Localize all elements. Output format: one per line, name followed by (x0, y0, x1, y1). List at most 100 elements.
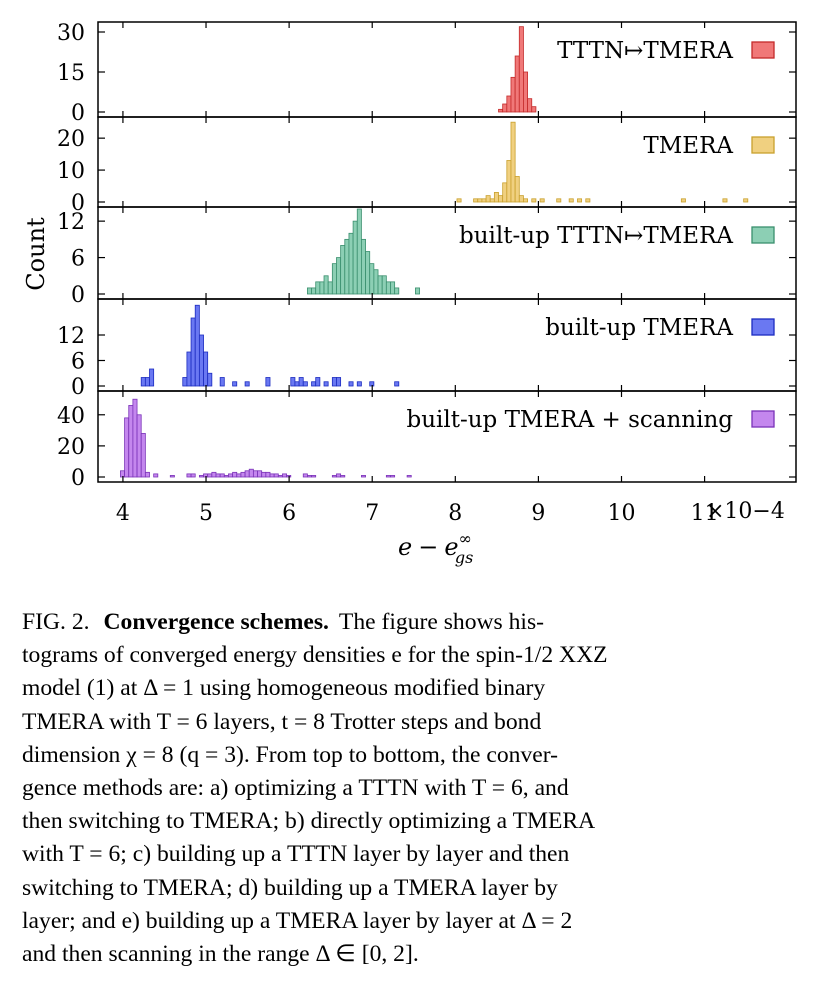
histogram-bar (294, 381, 300, 387)
y-tick-label: 20 (57, 435, 85, 460)
panel-frame (97, 21, 797, 118)
x-axis-multiplier: ×10−4 (706, 499, 785, 524)
histogram-bar (306, 287, 312, 295)
histogram-bar (340, 475, 346, 478)
panel-frame (97, 116, 797, 208)
histogram-bar (361, 475, 366, 478)
histogram-bar (352, 220, 358, 295)
histogram-bar (311, 287, 317, 295)
histogram-bar (348, 232, 354, 295)
caption-line: dimension χ = 8 (q = 3). From top to bot… (22, 741, 558, 768)
histogram-bar (498, 195, 504, 203)
histogram-bar (302, 473, 308, 478)
y-tick-label: 0 (71, 375, 85, 400)
histogram-bar (340, 245, 346, 295)
caption-label: FIG. 2. (22, 609, 90, 635)
histogram-bar (481, 198, 487, 203)
histogram-bar (356, 381, 362, 387)
caption-line: model (1) at Δ = 1 using homogeneous mod… (22, 675, 546, 702)
y-axis-label: Count (22, 217, 50, 291)
histogram-bar (223, 475, 229, 478)
x-tick-label: 5 (199, 501, 213, 526)
y-tick-label: 0 (71, 101, 85, 126)
histogram-bar (390, 475, 396, 478)
histogram-bar (207, 372, 213, 387)
histogram-bar (356, 208, 362, 295)
x-axis-label: e − e∞ gs (398, 529, 473, 567)
histogram-bar (252, 470, 258, 478)
y-tick-label: 10 (57, 159, 85, 184)
caption-title: Convergence schemes. (103, 609, 329, 635)
histogram-bar (485, 195, 491, 203)
histogram-bar (265, 471, 271, 478)
histogram-bar (331, 377, 337, 387)
histogram-bar (323, 275, 329, 295)
histogram-bar (381, 275, 387, 295)
histogram-bar (336, 377, 342, 387)
histogram-bar (269, 473, 275, 478)
x-tick-label: 4 (116, 501, 130, 526)
panel-frame (97, 390, 797, 483)
histogram-bar (244, 470, 250, 478)
histogram-bar (336, 473, 342, 478)
x-tick-label: 8 (448, 501, 462, 526)
histogram-bar (373, 269, 379, 295)
histogram-panel: 0 10 20 TMERA (57, 116, 797, 216)
histogram-bar (514, 176, 520, 203)
histogram-bar (502, 103, 508, 113)
histogram-bar (248, 468, 254, 478)
histogram-bar (415, 287, 420, 295)
histogram-bar (743, 198, 749, 203)
histogram-bar (518, 26, 524, 113)
x-tick-label: 7 (365, 501, 379, 526)
caption-line: layer; and e) building up a TMERA layer … (22, 907, 573, 934)
y-tick-label: 12 (57, 210, 85, 235)
legend-label: TMERA (643, 133, 733, 159)
histogram-bar (198, 475, 204, 478)
histogram-bar (390, 281, 396, 295)
histogram-bar (556, 198, 562, 203)
histogram-bar (385, 475, 391, 478)
histogram-bar (369, 263, 375, 295)
histogram-bar (261, 471, 267, 478)
legend-swatch (751, 410, 775, 428)
histogram-bar (190, 473, 196, 478)
legend-swatch (751, 226, 775, 244)
histogram-bar (344, 238, 350, 295)
histogram-bar (203, 351, 209, 387)
histogram-bar (577, 198, 583, 203)
histogram-bar (211, 471, 217, 478)
histogram-bar (506, 160, 512, 203)
legend-swatch (751, 136, 775, 154)
figure-caption: FIG. 2. Convergence schemes. The figure sh… (22, 606, 800, 971)
histogram-bar (236, 473, 242, 478)
histogram-bar (128, 405, 134, 478)
y-tick-label: 0 (71, 466, 85, 491)
histogram-bar (153, 473, 159, 478)
histogram-bar (365, 251, 371, 295)
histogram-bar (144, 471, 150, 478)
histogram-bar (124, 417, 130, 478)
histogram-bar (140, 377, 146, 387)
histogram-bar (186, 351, 192, 387)
histogram-bar (327, 281, 333, 295)
histogram-bar (315, 281, 321, 295)
histogram-bar (186, 473, 192, 478)
histogram-bar (680, 198, 686, 203)
histogram-bar (493, 192, 499, 203)
histogram-bar (277, 475, 283, 478)
histogram-bar (257, 470, 263, 478)
histogram-bar (169, 475, 175, 478)
histogram-bar (323, 381, 329, 387)
caption-line: switching to TMERA; d) building up a TME… (22, 874, 558, 901)
histogram-bar (510, 76, 516, 113)
legend-label: TTTN↦TMERA (557, 38, 733, 64)
legend-swatch (751, 41, 775, 59)
histogram-bar (311, 475, 317, 478)
histogram-bar (140, 433, 146, 478)
histogram-panel: 0 15 30 TTTN↦TMERA (57, 21, 797, 126)
histogram-bar (510, 121, 516, 203)
